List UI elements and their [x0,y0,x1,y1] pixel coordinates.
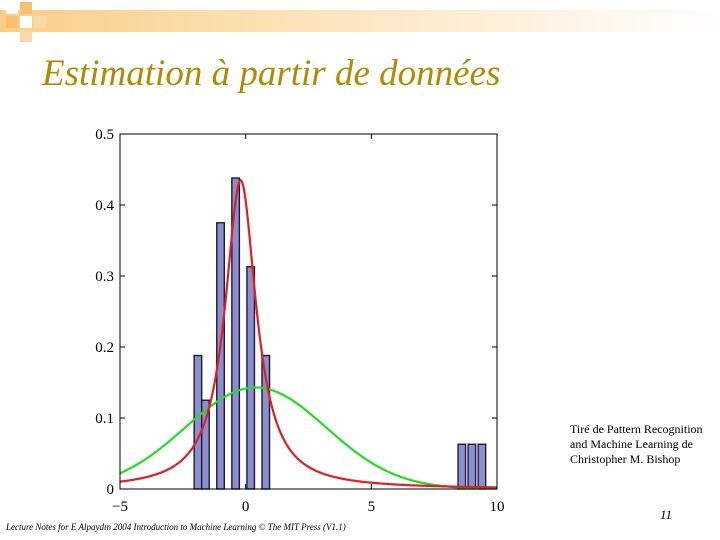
y-tick-label: 0.2 [95,340,114,356]
plot-frame [119,133,498,490]
x-tick-label: 10 [490,499,505,515]
y-tick-label: 0.4 [95,198,114,214]
histogram-bar [477,443,487,490]
x-tick-label: 5 [368,499,376,515]
axis-ticks [119,133,498,490]
fit-curves [119,178,498,490]
header-decoration [0,2,720,42]
source-credit: Tiré de Pattern Recognition and Machine … [570,422,718,467]
gaussian-curve [119,386,498,490]
credit-line: and Machine Learning de [570,437,693,451]
histogram-bar [467,443,477,490]
credit-line: Christopher M. Bishop [570,452,681,466]
credit-line: Tiré de Pattern Recognition [570,422,703,436]
histogram-bar [246,266,256,490]
y-tick-label: 0.5 [95,127,114,143]
robust-curve [119,178,498,489]
y-tick-label: 0.1 [95,411,114,427]
x-tick-label: 0 [242,499,250,515]
histogram-bar [457,443,467,490]
y-tick-label: 0.3 [95,269,114,285]
page-number: 11 [660,507,673,522]
footer-text: Lecture Notes for E Alpaydın 2004 Introd… [6,522,346,532]
y-tick-label: 0 [107,482,115,498]
slide-title: Estimation à partir de données [42,53,501,94]
histogram-bar [193,354,203,490]
x-tick-label: −5 [112,499,128,515]
histogram-bars [193,177,487,490]
